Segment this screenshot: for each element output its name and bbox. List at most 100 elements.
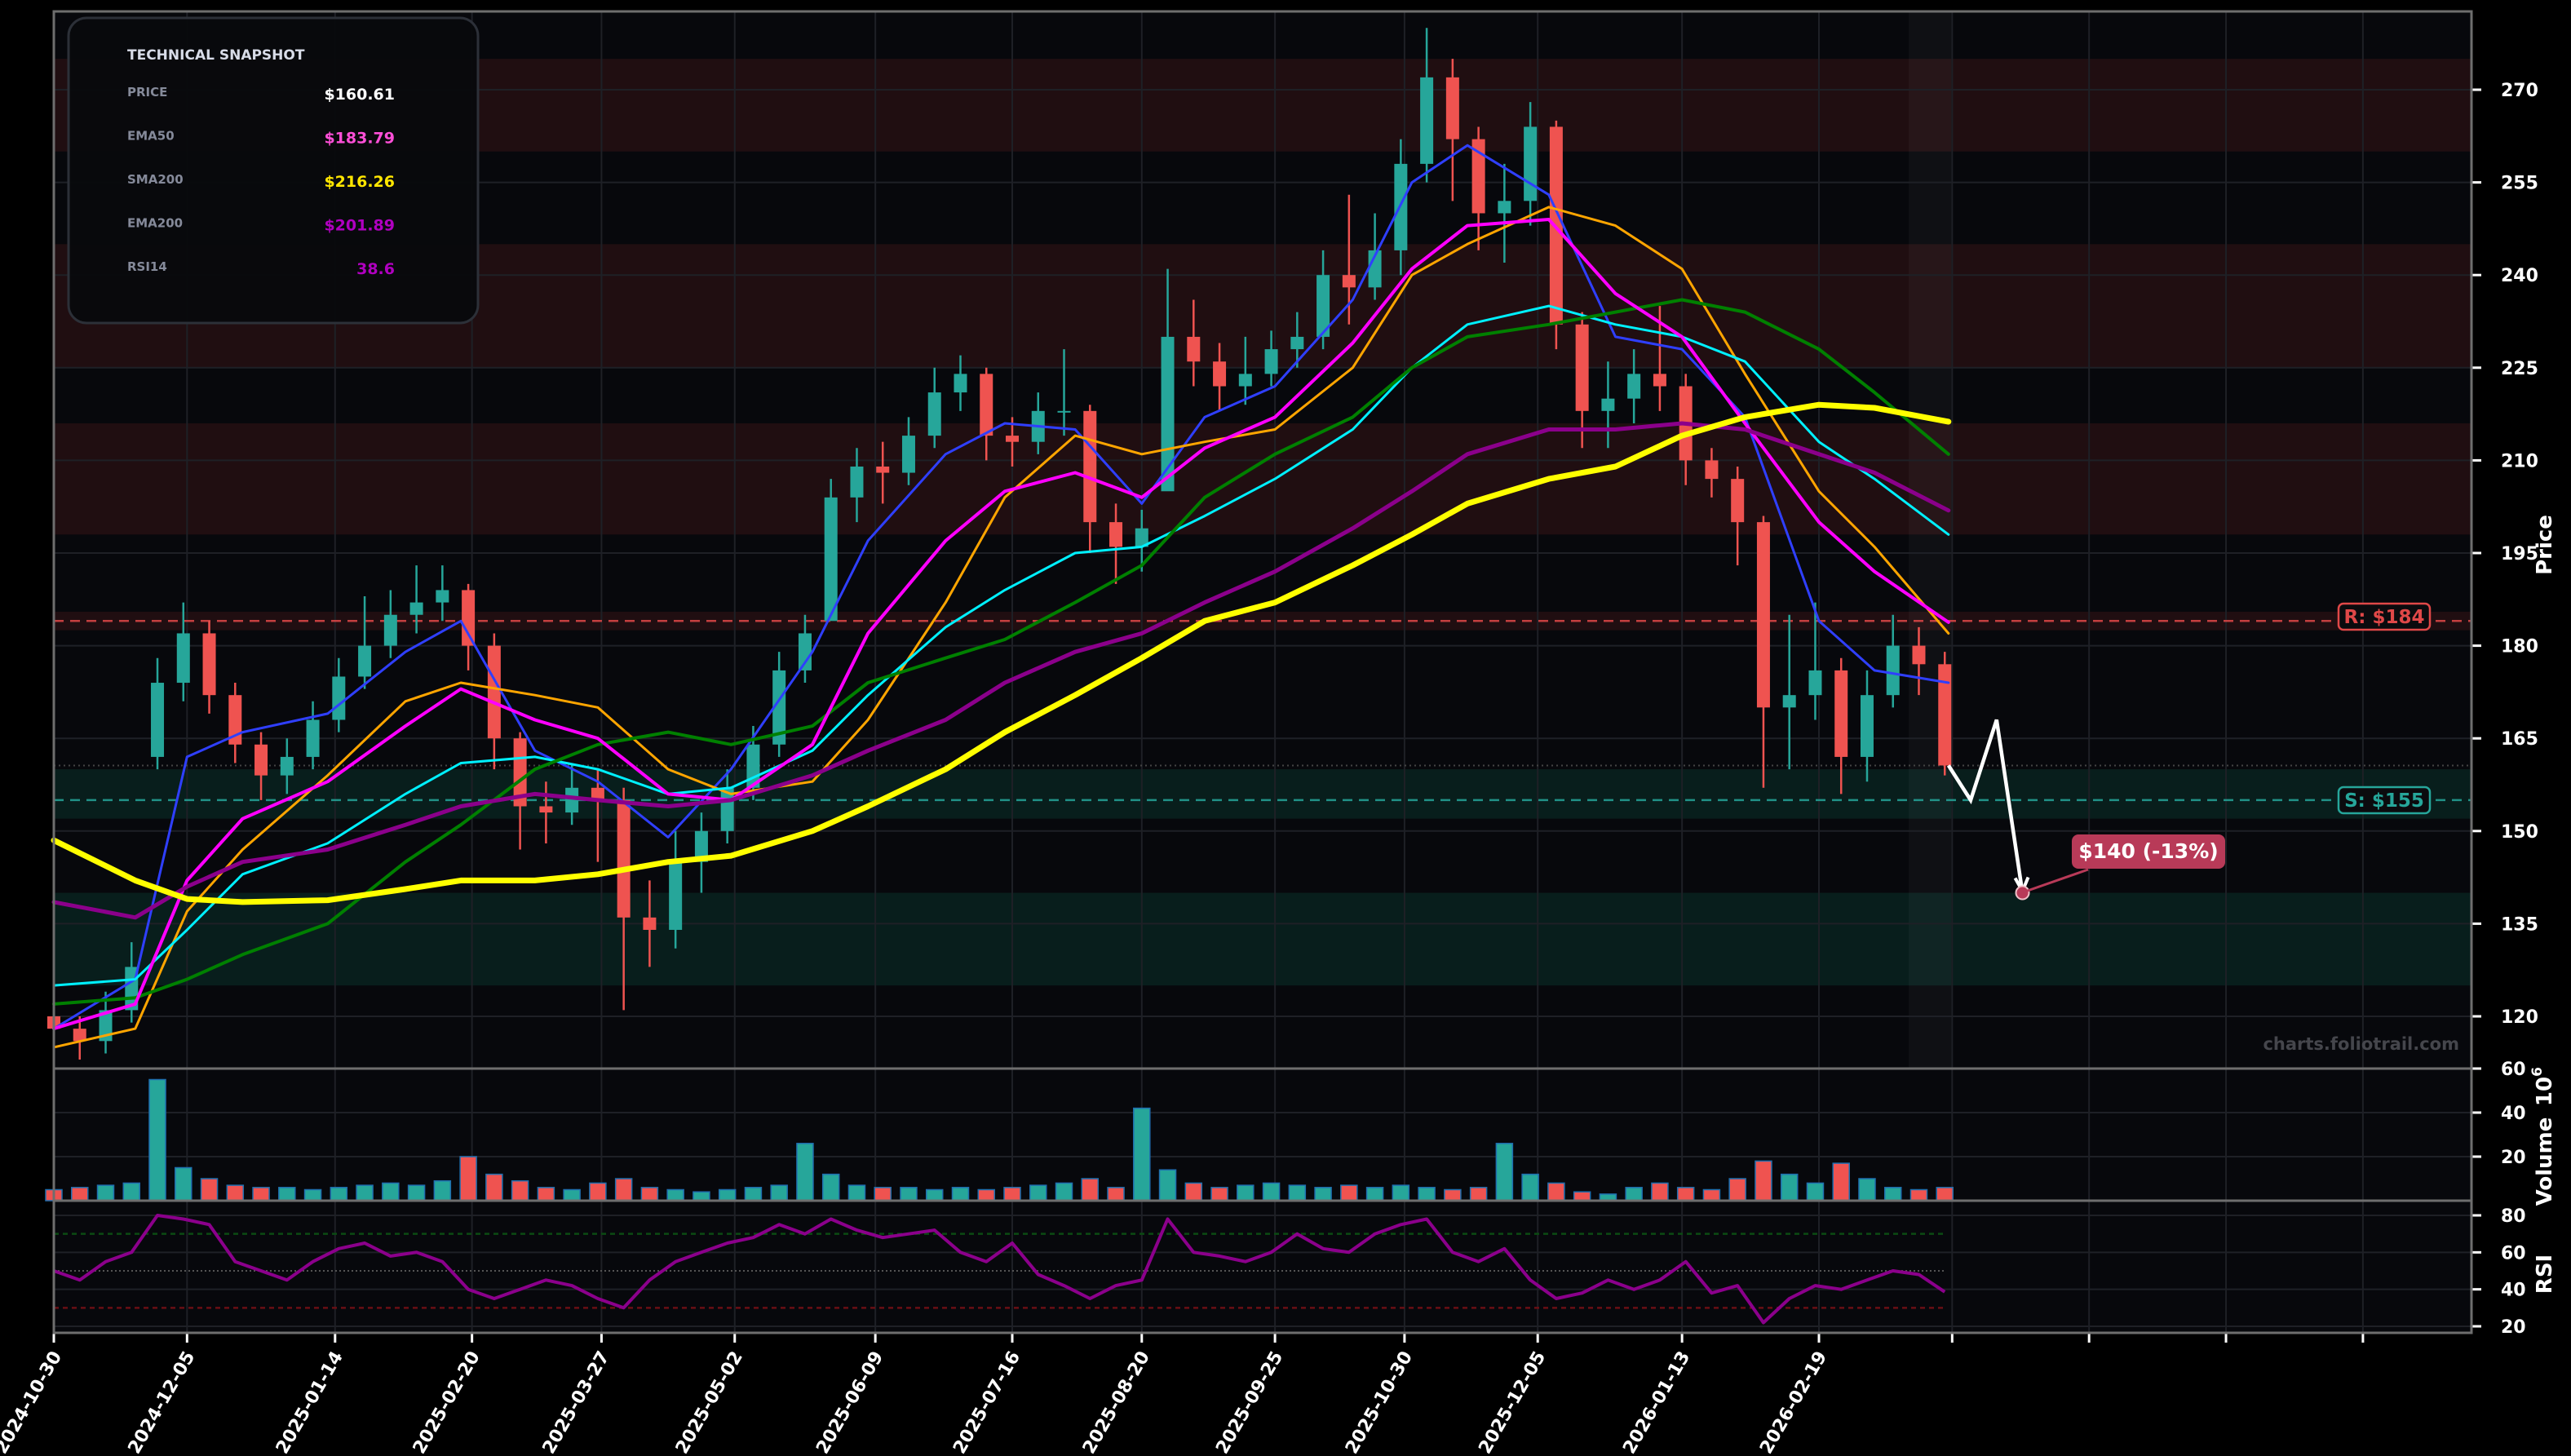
- volume-bar: [693, 1191, 710, 1202]
- candle-body: [306, 719, 320, 757]
- candle-body: [1524, 126, 1538, 201]
- forecast-path: [1946, 719, 2024, 893]
- volume-bar: [640, 1187, 659, 1202]
- volume-bar: [485, 1173, 503, 1202]
- volume-bar: [796, 1143, 814, 1202]
- candle-body: [280, 756, 294, 776]
- volume-bar: [1909, 1188, 1928, 1202]
- candle-body: [1938, 664, 1952, 766]
- volume-bar: [847, 1184, 866, 1202]
- candle-body: [228, 695, 242, 745]
- volume-bar: [382, 1182, 400, 1202]
- candle-body: [1782, 695, 1796, 708]
- volume-bar: [252, 1187, 270, 1202]
- candle-body: [539, 806, 553, 813]
- volume-bar: [1547, 1182, 1565, 1202]
- support-zone: [54, 892, 2471, 986]
- volume-tick-label: 20: [2501, 1148, 2526, 1168]
- candle-body: [1109, 522, 1123, 547]
- ema200-line: [51, 421, 1951, 920]
- volume-bar: [1262, 1182, 1281, 1202]
- volume-bar: [1237, 1184, 1255, 1202]
- volume-bar: [1184, 1182, 1203, 1202]
- price-tick-label: 150: [2501, 822, 2538, 843]
- volume-bar: [1936, 1187, 1954, 1202]
- candle-body: [1860, 695, 1874, 757]
- price-axis-title: Price: [2533, 515, 2557, 575]
- snapshot-value-price: $160.61: [324, 86, 395, 104]
- candle-body: [954, 374, 967, 393]
- volume-bar: [821, 1173, 840, 1202]
- volume-bar: [407, 1184, 426, 1202]
- candle-body: [1601, 398, 1615, 411]
- volume-bar: [744, 1187, 763, 1202]
- rsi-tick-label: 40: [2501, 1281, 2526, 1301]
- candle-body: [1498, 201, 1511, 214]
- rsi-tick-label: 20: [2501, 1317, 2526, 1338]
- volume-bar: [1133, 1107, 1151, 1202]
- candle-body: [591, 787, 604, 800]
- candle-body: [1756, 522, 1770, 708]
- candle-body: [876, 466, 890, 473]
- volume-bar: [563, 1188, 581, 1202]
- volume-bar: [1625, 1187, 1643, 1202]
- volume-bar: [977, 1188, 995, 1202]
- candle-body: [1445, 77, 1459, 139]
- forecast-text: $140 (-13%): [2078, 839, 2218, 863]
- price-tick-label: 270: [2501, 81, 2538, 101]
- candle-body: [694, 830, 708, 862]
- volume-bar: [1755, 1160, 1772, 1202]
- candle-body: [1213, 361, 1227, 387]
- snapshot-label-ema200: EMA200: [127, 216, 183, 231]
- volume-bar: [433, 1179, 452, 1202]
- candle-body: [176, 633, 190, 684]
- candle-body: [1834, 670, 1848, 757]
- candle-body: [462, 590, 476, 646]
- svg-text:6: 6: [2529, 1067, 2546, 1077]
- snapshot-value-ema200: $201.89: [324, 217, 395, 235]
- snapshot-value-ema50: $183.79: [324, 130, 395, 148]
- volume-bar: [148, 1078, 166, 1202]
- candle-body: [99, 1010, 113, 1042]
- candle-body: [1342, 275, 1356, 288]
- candle-body: [73, 1029, 86, 1042]
- candle-body: [1653, 374, 1666, 387]
- volume-bar: [537, 1187, 555, 1202]
- resistance-zone: [54, 423, 2471, 535]
- volume-tick-label: 60: [2501, 1060, 2526, 1080]
- volume-bar: [122, 1182, 141, 1202]
- price-tick-label: 135: [2501, 914, 2538, 935]
- candle-body: [332, 676, 346, 720]
- candle-body: [798, 633, 812, 670]
- candle-body: [358, 645, 372, 677]
- candle-body: [1057, 410, 1071, 413]
- candle-body: [254, 744, 268, 776]
- candle-body: [1238, 374, 1252, 387]
- candle-body: [1808, 670, 1822, 696]
- price-tick-label: 225: [2501, 359, 2538, 379]
- rsi-axis-title: RSI: [2533, 1255, 2557, 1294]
- price-tick-label: 120: [2501, 1007, 2538, 1028]
- support-text: S: $155: [2344, 790, 2424, 812]
- ema50-line: [52, 218, 1950, 1031]
- volume-bar: [666, 1188, 684, 1202]
- candle-body: [1135, 528, 1148, 547]
- volume-bar: [1392, 1184, 1410, 1202]
- volume-bar: [1521, 1173, 1539, 1202]
- snapshot-value-rsi14: 38.6: [356, 260, 395, 278]
- volume-bar: [1418, 1187, 1436, 1202]
- price-tick-label: 210: [2501, 451, 2538, 471]
- volume-bar: [1728, 1178, 1746, 1202]
- volume-bar: [925, 1188, 944, 1202]
- candle-body: [1316, 275, 1330, 337]
- candle-body: [409, 602, 423, 615]
- volume-bar: [1883, 1187, 1902, 1202]
- volume-bar: [1573, 1191, 1591, 1202]
- price-tick-label: 255: [2501, 174, 2538, 194]
- support-label: S: $155: [2337, 786, 2432, 815]
- candle-body: [1886, 645, 1900, 696]
- volume-bar: [614, 1178, 633, 1202]
- volume-panel: [54, 1069, 2471, 1201]
- candle-body: [1627, 374, 1641, 399]
- volume-bar: [278, 1187, 296, 1202]
